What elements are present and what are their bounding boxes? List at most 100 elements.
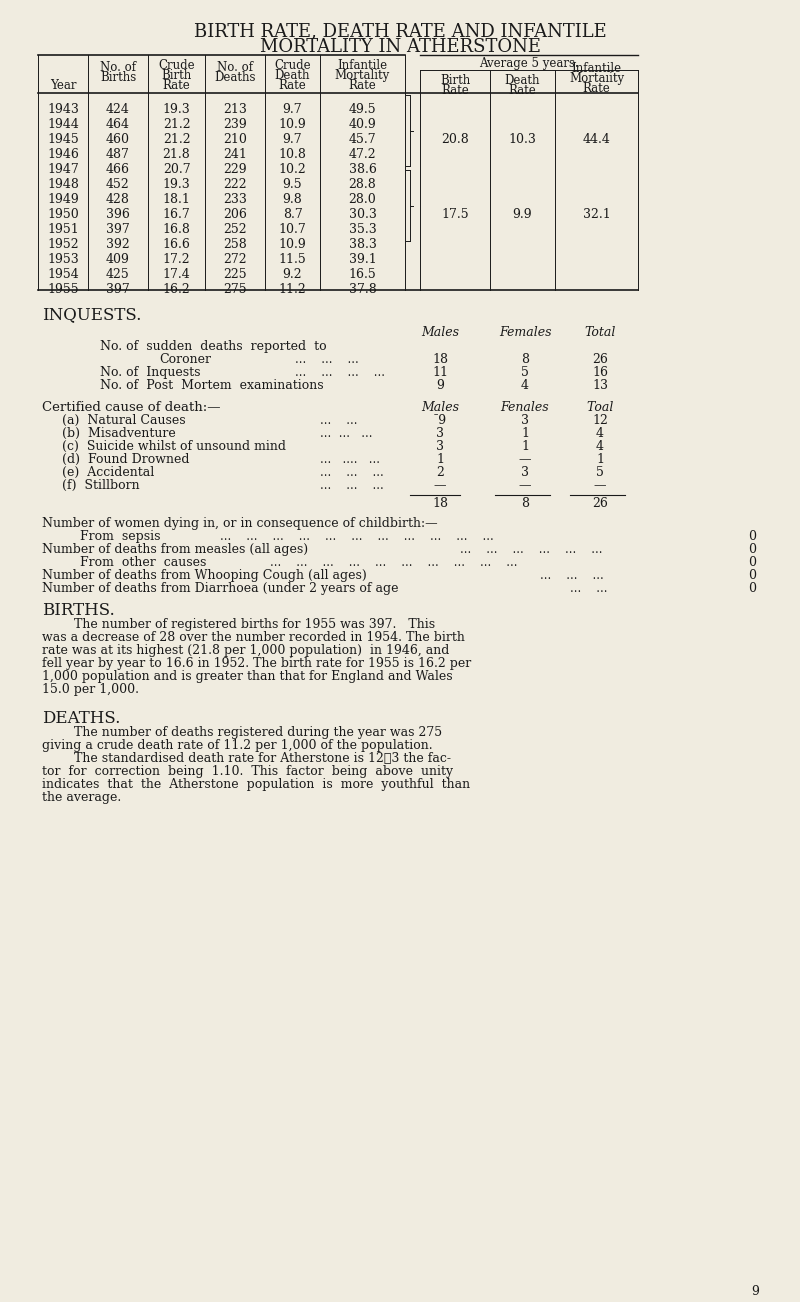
Text: fell year by year to 16.6 in 1952. The birth rate for 1955 is 16.2 per: fell year by year to 16.6 in 1952. The b… [42, 658, 471, 671]
Text: 1945: 1945 [47, 133, 79, 146]
Text: (b)  Misadventure: (b) Misadventure [62, 427, 176, 440]
Text: 206: 206 [223, 208, 247, 221]
Text: 28.8: 28.8 [349, 178, 376, 191]
Text: 460: 460 [106, 133, 130, 146]
Text: BIRTH RATE, DEATH RATE AND INFANTILE: BIRTH RATE, DEATH RATE AND INFANTILE [194, 22, 606, 40]
Text: 17.4: 17.4 [162, 268, 190, 281]
Text: ...    ...    ...    ...    ...    ...: ... ... ... ... ... ... [460, 543, 602, 556]
Text: 1955: 1955 [47, 283, 79, 296]
Text: 40.9: 40.9 [349, 118, 376, 132]
Text: 5: 5 [596, 466, 604, 479]
Text: 424: 424 [106, 103, 130, 116]
Text: 0: 0 [748, 569, 756, 582]
Text: Rate: Rate [441, 85, 469, 98]
Text: 21.2: 21.2 [162, 133, 190, 146]
Text: 1950: 1950 [47, 208, 79, 221]
Text: ...    ...    ...: ... ... ... [540, 569, 604, 582]
Text: 16.5: 16.5 [349, 268, 376, 281]
Text: 16.8: 16.8 [162, 223, 190, 236]
Text: 26: 26 [592, 353, 608, 366]
Text: 1952: 1952 [47, 238, 79, 251]
Text: 9: 9 [751, 1285, 759, 1298]
Text: 16: 16 [592, 366, 608, 379]
Text: DEATHS.: DEATHS. [42, 710, 120, 727]
Text: 17.5: 17.5 [441, 208, 469, 221]
Text: To​al: To​al [587, 401, 613, 414]
Text: Infantile: Infantile [338, 59, 387, 72]
Text: 18.1: 18.1 [162, 193, 190, 206]
Text: 15.0 per 1,000.: 15.0 per 1,000. [42, 684, 139, 697]
Text: No. of  sudden  deaths  reported  to: No. of sudden deaths reported to [100, 340, 326, 353]
Text: 8: 8 [521, 497, 529, 510]
Text: 10.7: 10.7 [278, 223, 306, 236]
Text: 272: 272 [223, 253, 247, 266]
Text: MORTALITY IN ATHERSTONE: MORTALITY IN ATHERSTONE [259, 38, 541, 56]
Text: 487: 487 [106, 148, 130, 161]
Text: 1: 1 [521, 427, 529, 440]
Text: 9.5: 9.5 [282, 178, 302, 191]
Text: 275: 275 [223, 283, 247, 296]
Text: 1943: 1943 [47, 103, 79, 116]
Text: 464: 464 [106, 118, 130, 132]
Text: 1,000 population and is greater than that for England and Wales: 1,000 population and is greater than tha… [42, 671, 453, 684]
Text: ...    ...    ...: ... ... ... [295, 353, 358, 366]
Text: Certified cause of death:—: Certified cause of death:— [42, 401, 221, 414]
Text: No. of: No. of [217, 61, 253, 74]
Text: 1: 1 [596, 453, 604, 466]
Text: the average.: the average. [42, 792, 122, 805]
Text: 47.2: 47.2 [349, 148, 376, 161]
Text: 37.8: 37.8 [349, 283, 376, 296]
Text: 11.2: 11.2 [278, 283, 306, 296]
Text: 18: 18 [432, 497, 448, 510]
Text: 0: 0 [748, 582, 756, 595]
Text: 3: 3 [436, 427, 444, 440]
Text: 397: 397 [106, 223, 130, 236]
Text: 4: 4 [596, 440, 604, 453]
Text: The number of deaths registered during the year was 275: The number of deaths registered during t… [42, 727, 442, 740]
Text: The number of registered births for 1955 was 397.   This: The number of registered births for 1955… [42, 618, 435, 631]
Text: 241: 241 [223, 148, 247, 161]
Text: INQUESTS.: INQUESTS. [42, 306, 142, 323]
Text: BIRTHS.: BIRTHS. [42, 602, 114, 618]
Text: —: — [434, 479, 446, 492]
Text: 2: 2 [436, 466, 444, 479]
Text: 466: 466 [106, 163, 130, 176]
Text: 210: 210 [223, 133, 247, 146]
Text: ...   ....   ...: ... .... ... [320, 453, 380, 466]
Text: Rate: Rate [582, 82, 610, 95]
Text: 3: 3 [521, 414, 529, 427]
Text: 10.2: 10.2 [278, 163, 306, 176]
Text: Males: Males [421, 401, 459, 414]
Text: No. of  Inquests: No. of Inquests [100, 366, 201, 379]
Text: 428: 428 [106, 193, 130, 206]
Text: 3: 3 [436, 440, 444, 453]
Text: ...    ...: ... ... [320, 414, 358, 427]
Text: Number of deaths from Whooping Cough (all ages): Number of deaths from Whooping Cough (al… [42, 569, 366, 582]
Text: Crude: Crude [158, 59, 195, 72]
Text: From  other  causes: From other causes [80, 556, 206, 569]
Text: (a)  Natural Causes: (a) Natural Causes [62, 414, 186, 427]
Text: 225: 225 [223, 268, 247, 281]
Text: Mortaıity: Mortaıity [569, 72, 624, 85]
Text: No. of: No. of [100, 61, 136, 74]
Text: 425: 425 [106, 268, 130, 281]
Text: (c)  Suicide whilst of unsound mind: (c) Suicide whilst of unsound mind [62, 440, 286, 453]
Text: Crude: Crude [274, 59, 311, 72]
Text: 16.2: 16.2 [162, 283, 190, 296]
Text: 26: 26 [592, 497, 608, 510]
Text: 0: 0 [748, 530, 756, 543]
Text: tor  for  correction  being  1.10.  This  factor  being  above  unity: tor for correction being 1.10. This fact… [42, 766, 453, 779]
Text: 229: 229 [223, 163, 247, 176]
Text: 233: 233 [223, 193, 247, 206]
Text: indicates  that  the  Atherstone  population  is  more  youthful  than: indicates that the Atherstone population… [42, 779, 470, 792]
Text: ...    ...    ...    ...: ... ... ... ... [295, 366, 385, 379]
Text: Births: Births [100, 72, 136, 85]
Text: 1: 1 [436, 453, 444, 466]
Text: 1944: 1944 [47, 118, 79, 132]
Text: 39.1: 39.1 [349, 253, 376, 266]
Text: 30.3: 30.3 [349, 208, 377, 221]
Text: 213: 213 [223, 103, 247, 116]
Text: 0: 0 [748, 556, 756, 569]
Text: Death: Death [505, 74, 540, 87]
Text: 35.3: 35.3 [349, 223, 376, 236]
